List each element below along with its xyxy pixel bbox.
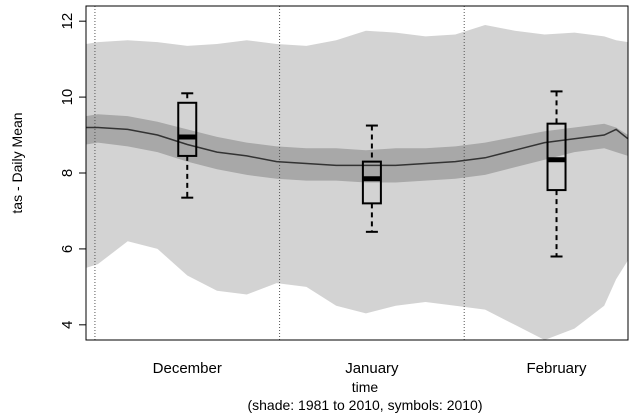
y-tick-label: 4	[59, 321, 76, 329]
boxplot-box	[546, 122, 567, 192]
boxplot	[177, 92, 198, 199]
inner-range-band	[86, 114, 628, 183]
x-tick-label: January	[345, 360, 399, 377]
climatology-mean-line	[86, 126, 629, 167]
y-tick-label: 10	[59, 89, 76, 106]
x-axis-subtitle: (shade: 1981 to 2010, symbols: 2010)	[247, 397, 482, 413]
y-tick-label: 12	[59, 13, 76, 30]
x-axis: December January February	[153, 360, 587, 377]
boxplots	[177, 90, 567, 258]
boxplot	[361, 124, 382, 233]
boxplot-box	[361, 160, 382, 205]
x-tick-label: December	[153, 360, 222, 377]
x-axis-title: time	[352, 379, 379, 395]
plot-area	[85, 5, 629, 341]
y-tick-label: 6	[59, 245, 76, 253]
y-tick-label: 8	[59, 169, 76, 177]
y-axis: 4 6 8 10 12	[59, 13, 87, 329]
outer-range-band	[86, 25, 628, 340]
boxplot	[546, 90, 567, 258]
y-axis-title: tas - Daily Mean	[9, 112, 25, 213]
x-tick-label: February	[527, 360, 588, 377]
boxplot-box	[177, 101, 198, 157]
